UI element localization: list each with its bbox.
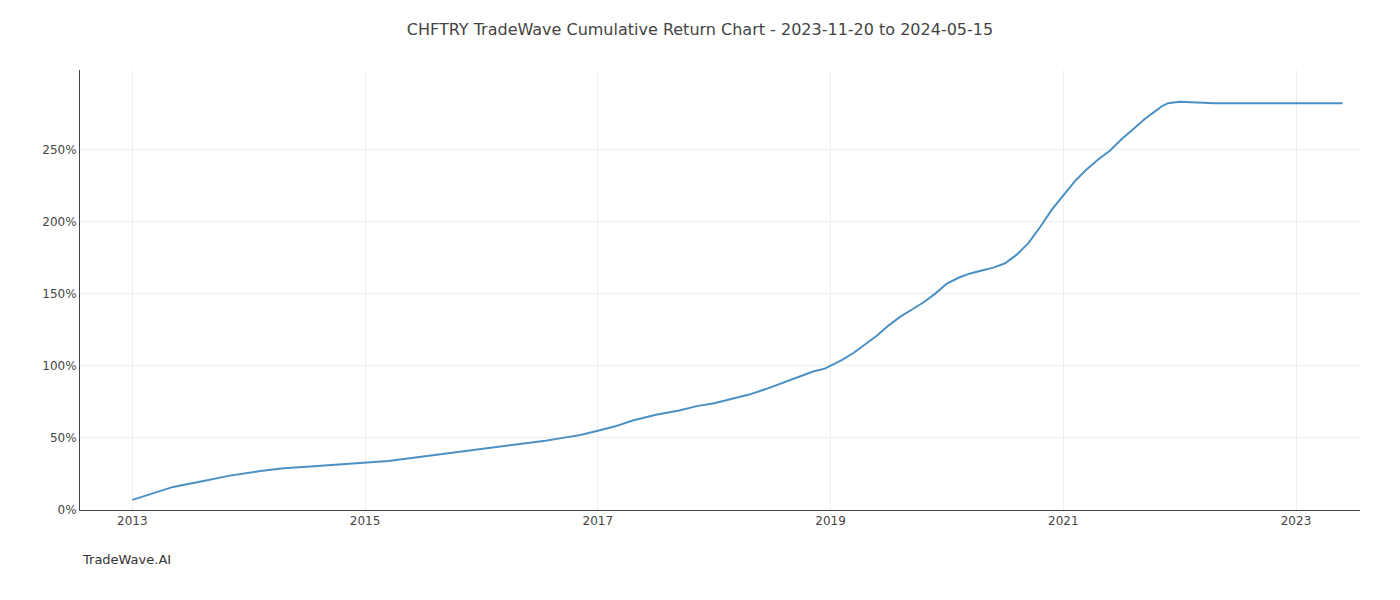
svg-text:2013: 2013 (117, 514, 148, 528)
svg-text:CHFTRY TradeWave Cumulative Re: CHFTRY TradeWave Cumulative Return Chart… (407, 20, 993, 39)
svg-text:200%: 200% (42, 215, 76, 229)
svg-text:2015: 2015 (350, 514, 381, 528)
svg-text:0%: 0% (58, 503, 77, 517)
svg-text:150%: 150% (42, 287, 76, 301)
svg-text:2021: 2021 (1048, 514, 1079, 528)
svg-text:2019: 2019 (815, 514, 846, 528)
svg-text:250%: 250% (42, 143, 76, 157)
svg-text:2017: 2017 (583, 514, 614, 528)
svg-text:2023: 2023 (1281, 514, 1312, 528)
svg-text:50%: 50% (50, 431, 77, 445)
svg-text:TradeWave.AI: TradeWave.AI (82, 552, 171, 567)
svg-text:100%: 100% (42, 359, 76, 373)
